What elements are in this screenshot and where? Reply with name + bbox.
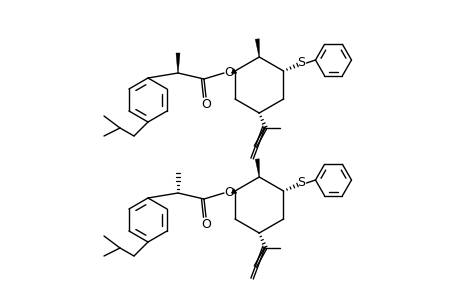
Text: O: O [201, 98, 211, 112]
Polygon shape [255, 159, 259, 177]
Text: O: O [224, 187, 234, 200]
Polygon shape [176, 53, 179, 73]
Text: O: O [201, 218, 211, 232]
Text: O: O [224, 67, 234, 80]
Text: S: S [297, 176, 305, 190]
Text: S: S [297, 56, 305, 70]
Polygon shape [255, 39, 259, 57]
